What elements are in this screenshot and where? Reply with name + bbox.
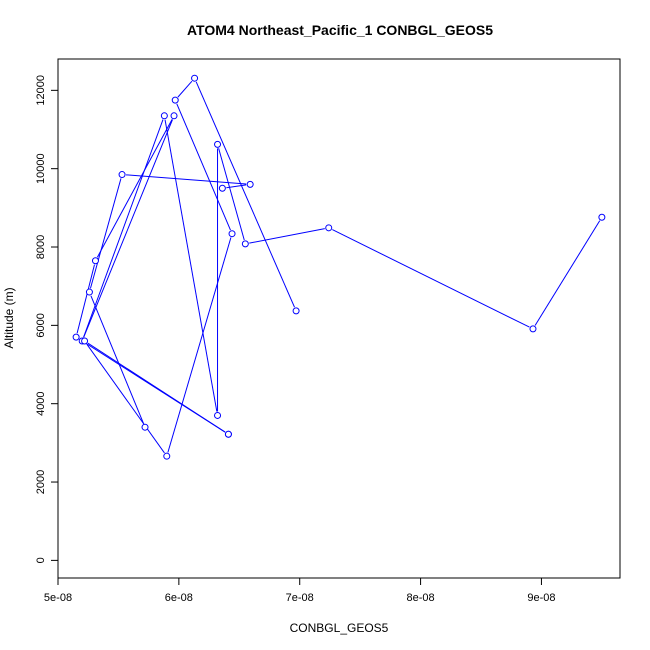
x-tick-label: 5e-08 bbox=[44, 592, 72, 604]
series-segment bbox=[195, 81, 295, 308]
series-segment bbox=[226, 184, 247, 189]
data-point bbox=[85, 288, 93, 296]
series-segment bbox=[167, 237, 232, 453]
data-point bbox=[325, 224, 333, 232]
chart-title: ATOM4 Northeast_Pacific_1 CONBGL_GEOS5 bbox=[187, 22, 493, 38]
data-point bbox=[598, 213, 606, 221]
data-point bbox=[191, 74, 199, 82]
series-segment bbox=[90, 295, 144, 424]
data-point bbox=[214, 140, 222, 148]
series-segment bbox=[86, 343, 165, 454]
series-segment bbox=[534, 220, 601, 326]
data-point bbox=[141, 423, 149, 431]
series-segment bbox=[83, 119, 173, 338]
series-segment bbox=[176, 103, 231, 231]
plot-frame bbox=[57, 58, 621, 579]
series-segment bbox=[177, 80, 193, 98]
data-point bbox=[214, 411, 222, 419]
series-segment bbox=[164, 119, 218, 412]
x-axis: 5e-08 6e-08 7e-08 8e-08 9e-08 bbox=[44, 577, 556, 604]
data-point bbox=[292, 307, 300, 315]
series-segment bbox=[83, 119, 164, 338]
series-segment bbox=[218, 148, 245, 241]
data-point bbox=[170, 112, 178, 120]
series-segment bbox=[332, 229, 530, 328]
data-point bbox=[160, 112, 168, 120]
series-segment bbox=[76, 264, 95, 334]
y-axis-label: Altitude (m) bbox=[2, 287, 16, 348]
series-segment bbox=[90, 178, 122, 289]
data-point bbox=[246, 180, 254, 188]
x-tick-label: 6e-08 bbox=[165, 592, 193, 604]
data-point bbox=[171, 96, 179, 104]
data-point bbox=[224, 430, 232, 438]
y-tick-label: 4000 bbox=[35, 391, 47, 415]
series-segment bbox=[126, 174, 247, 185]
series-segment bbox=[249, 228, 325, 244]
x-tick-label: 9e-08 bbox=[527, 592, 555, 604]
x-axis-label: CONBGL_GEOS5 bbox=[290, 621, 389, 635]
data-point bbox=[163, 452, 171, 460]
y-tick-label: 10000 bbox=[35, 153, 47, 184]
y-tick-label: 12000 bbox=[35, 75, 47, 106]
data-point bbox=[218, 184, 226, 192]
series-lines bbox=[76, 80, 601, 454]
data-point bbox=[72, 333, 80, 341]
data-point bbox=[91, 257, 99, 265]
series-points bbox=[72, 74, 606, 460]
series-segment bbox=[96, 119, 173, 258]
x-tick-label: 8e-08 bbox=[407, 592, 435, 604]
data-point bbox=[529, 325, 537, 333]
data-point bbox=[228, 230, 236, 238]
y-axis: 0 2000 4000 6000 8000 10000 12000 bbox=[35, 75, 59, 563]
data-point bbox=[81, 337, 89, 345]
x-tick-label: 7e-08 bbox=[286, 592, 314, 604]
series-segment bbox=[87, 342, 226, 433]
y-tick-label: 6000 bbox=[35, 313, 47, 337]
y-tick-label: 2000 bbox=[35, 470, 47, 494]
data-point bbox=[241, 240, 249, 248]
data-point bbox=[118, 171, 126, 179]
y-tick-label: 0 bbox=[35, 557, 47, 563]
y-tick-label: 8000 bbox=[35, 235, 47, 259]
